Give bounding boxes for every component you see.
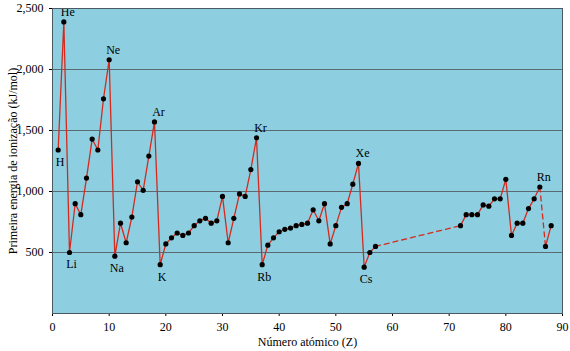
- svg-text:2,500: 2,500: [17, 1, 44, 15]
- svg-text:1,000: 1,000: [17, 184, 44, 198]
- svg-text:Ne: Ne: [106, 43, 120, 57]
- svg-text:2,000: 2,000: [17, 62, 44, 76]
- svg-text:30: 30: [217, 320, 229, 334]
- svg-text:Li: Li: [66, 257, 77, 271]
- svg-text:40: 40: [273, 320, 285, 334]
- svg-text:500: 500: [26, 245, 44, 259]
- svg-text:0: 0: [50, 320, 56, 334]
- svg-text:Kr: Kr: [254, 121, 267, 135]
- svg-text:1,500: 1,500: [17, 123, 44, 137]
- svg-text:10: 10: [103, 320, 115, 334]
- svg-text:Primeira energia de ionização: Primeira energia de ionização (kJ/mol): [6, 68, 20, 254]
- svg-text:20: 20: [160, 320, 172, 334]
- svg-text:He: He: [61, 5, 75, 19]
- svg-text:70: 70: [443, 320, 455, 334]
- svg-text:H: H: [56, 155, 65, 169]
- svg-text:Ar: Ar: [152, 105, 165, 119]
- svg-text:Rb: Rb: [257, 270, 271, 284]
- svg-text:Cs: Cs: [360, 272, 373, 286]
- svg-text:Número atómico (Z): Número atómico (Z): [258, 335, 357, 349]
- svg-text:K: K: [158, 270, 167, 284]
- svg-text:Rn: Rn: [537, 170, 551, 184]
- svg-text:Na: Na: [110, 261, 125, 275]
- svg-text:50: 50: [330, 320, 342, 334]
- svg-text:Xe: Xe: [356, 146, 370, 160]
- svg-text:80: 80: [500, 320, 512, 334]
- svg-text:90: 90: [557, 320, 569, 334]
- svg-text:60: 60: [387, 320, 399, 334]
